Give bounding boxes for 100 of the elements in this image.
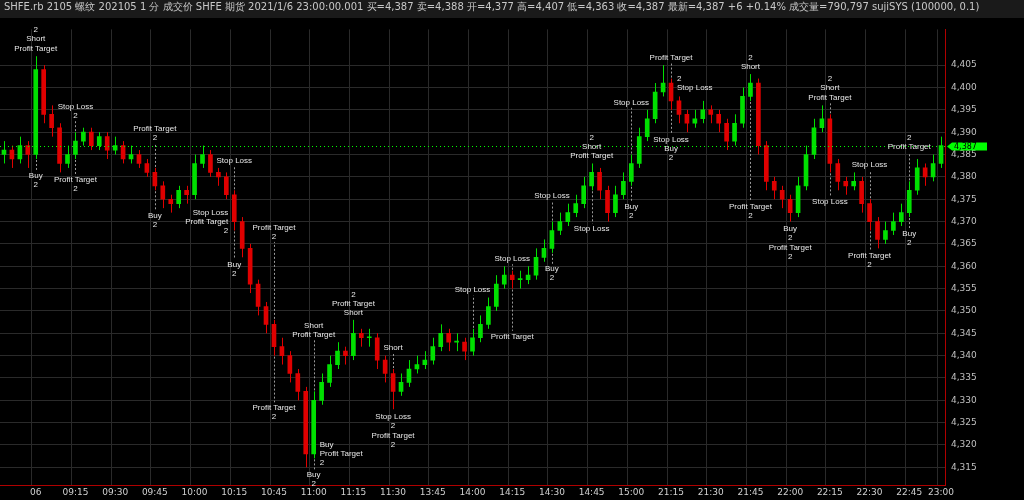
y-tick-label: 4,350 [951,305,978,316]
x-tick-label: 09:15 [62,486,89,497]
candlestick [438,323,444,352]
x-tick-label: 23:00 [928,486,955,497]
candlestick [351,319,356,361]
candlestick [716,109,722,133]
candlestick [565,203,571,227]
annotation: 2 Short [820,74,841,93]
annotation: Buy 2 [783,224,798,243]
x-tick-label: 14:00 [459,486,486,497]
candlestick [208,149,213,178]
y-tick-label: 4,355 [951,282,977,293]
y-tick-label: 4,380 [951,171,978,182]
annotation: Short Profit Target [292,320,336,339]
x-tick-label: 21:45 [737,486,764,497]
candlestick [573,194,579,218]
annotation: Stop Loss 2 [57,101,94,120]
candlestick [644,109,650,142]
annotation: Profit Target 2 [848,251,892,270]
candlestick [493,274,499,312]
annotation: Stop Loss [454,285,491,295]
annotation: Buy Profit Target 2 [319,440,364,468]
annotation: Buy 2 [147,210,162,229]
annotation: Profit Target [14,43,58,53]
candlestick [295,368,301,401]
annotation: Buy 2 [545,264,559,283]
candlestick [732,113,737,147]
annotation: Stop Loss [851,160,888,170]
candlestick [875,216,880,249]
annotation: Short [383,343,404,353]
x-tick-label: 10:00 [181,486,208,497]
y-tick-label: 4,375 [951,193,977,204]
x-tick-label: 15:00 [618,486,645,497]
x-tick-label: 14:45 [578,486,605,497]
annotation: 2 Profit Target [887,133,932,152]
candlestick [104,131,110,160]
annotation: Buy 2 [624,201,639,220]
candlestick [613,185,618,218]
candlestick [73,131,78,160]
y-tick-label: 4,405 [951,59,977,70]
annotation: Stop Loss Buy 2 [653,134,689,162]
candlestick [160,180,166,209]
annotation: 2 Stop Loss [677,73,713,92]
y-tick-label: 4,385 [951,148,977,159]
x-tick-label: 22:45 [896,486,923,497]
candlestick [621,171,626,200]
candlestick [898,203,904,227]
y-tick-label: 4,340 [951,349,978,360]
y-tick-label: 4,325 [951,416,977,427]
annotation: Profit Target [649,52,694,62]
candlestick [859,176,864,214]
x-tick-label: 06 [30,486,42,497]
annotation: Profit Target 2 [252,222,297,241]
x-tick-label: 22:00 [777,486,804,497]
candlestick [335,341,340,370]
candlestick [597,167,602,200]
annotation: Profit Target [490,331,535,341]
y-tick-label: 4,370 [951,215,978,226]
candlestick [589,162,594,191]
candlestick [200,145,205,169]
annotation: Stop Loss [494,253,530,263]
y-tick-label: 4,335 [951,372,977,383]
annotation: Buy 2 [902,228,917,247]
annotation: Stop Loss [613,97,650,107]
candlestick [49,104,54,138]
annotation: Profit Target 2 [133,124,178,143]
candlestick [25,140,31,169]
y-tick-label: 4,360 [951,260,978,271]
x-tick-label: 14:30 [538,486,566,497]
y-tick-label: 4,395 [951,104,977,115]
candlestick [327,355,332,388]
annotation: Profit Target 2 [728,201,773,220]
candlestick [486,297,491,330]
candlestick [88,127,94,151]
annotation: Profit Target [808,93,853,103]
candlestick [446,328,452,352]
candlestick [430,337,436,366]
candlestick [478,314,483,343]
x-tick-label: 21:30 [697,486,724,497]
candlestick [605,185,610,223]
x-tick-label: 22:30 [856,486,883,497]
y-tick-label: 4,345 [951,327,977,338]
candlestick [628,154,634,187]
y-tick-label: 4,400 [951,81,978,92]
chart-title: SHFE.rb 2105 螺纹 202105 1 分 成交价 SHFE 期货 2021/1/6 23:00:00.001 买=4,387 卖=4,388 开=4,377 高=4,407 低=4,363 收=4,387 最新=4,387 +6 +0.14% 成交量=790,797 sujiSYS (100000, 0.1) [0,0,1024,18]
annotation: Stop Loss 2 [375,411,411,430]
annotation: Buy 2 [227,260,242,278]
candlestick [835,158,841,191]
annotation: Profit Target 2 [252,403,297,421]
annotation: Buy 2 [28,170,43,189]
annotation: 2 Short [740,52,761,71]
candlestick [724,118,729,151]
candlestick [223,171,229,200]
candlestick [462,337,467,361]
x-tick-label: 10:15 [221,486,248,497]
x-tick-label: 10:45 [261,486,287,497]
annotation: Profit Target 2 [371,430,416,449]
annotation: 2 Profit Target Short [331,289,376,317]
x-tick-label: 13:45 [419,486,446,497]
candlestick [501,265,507,290]
